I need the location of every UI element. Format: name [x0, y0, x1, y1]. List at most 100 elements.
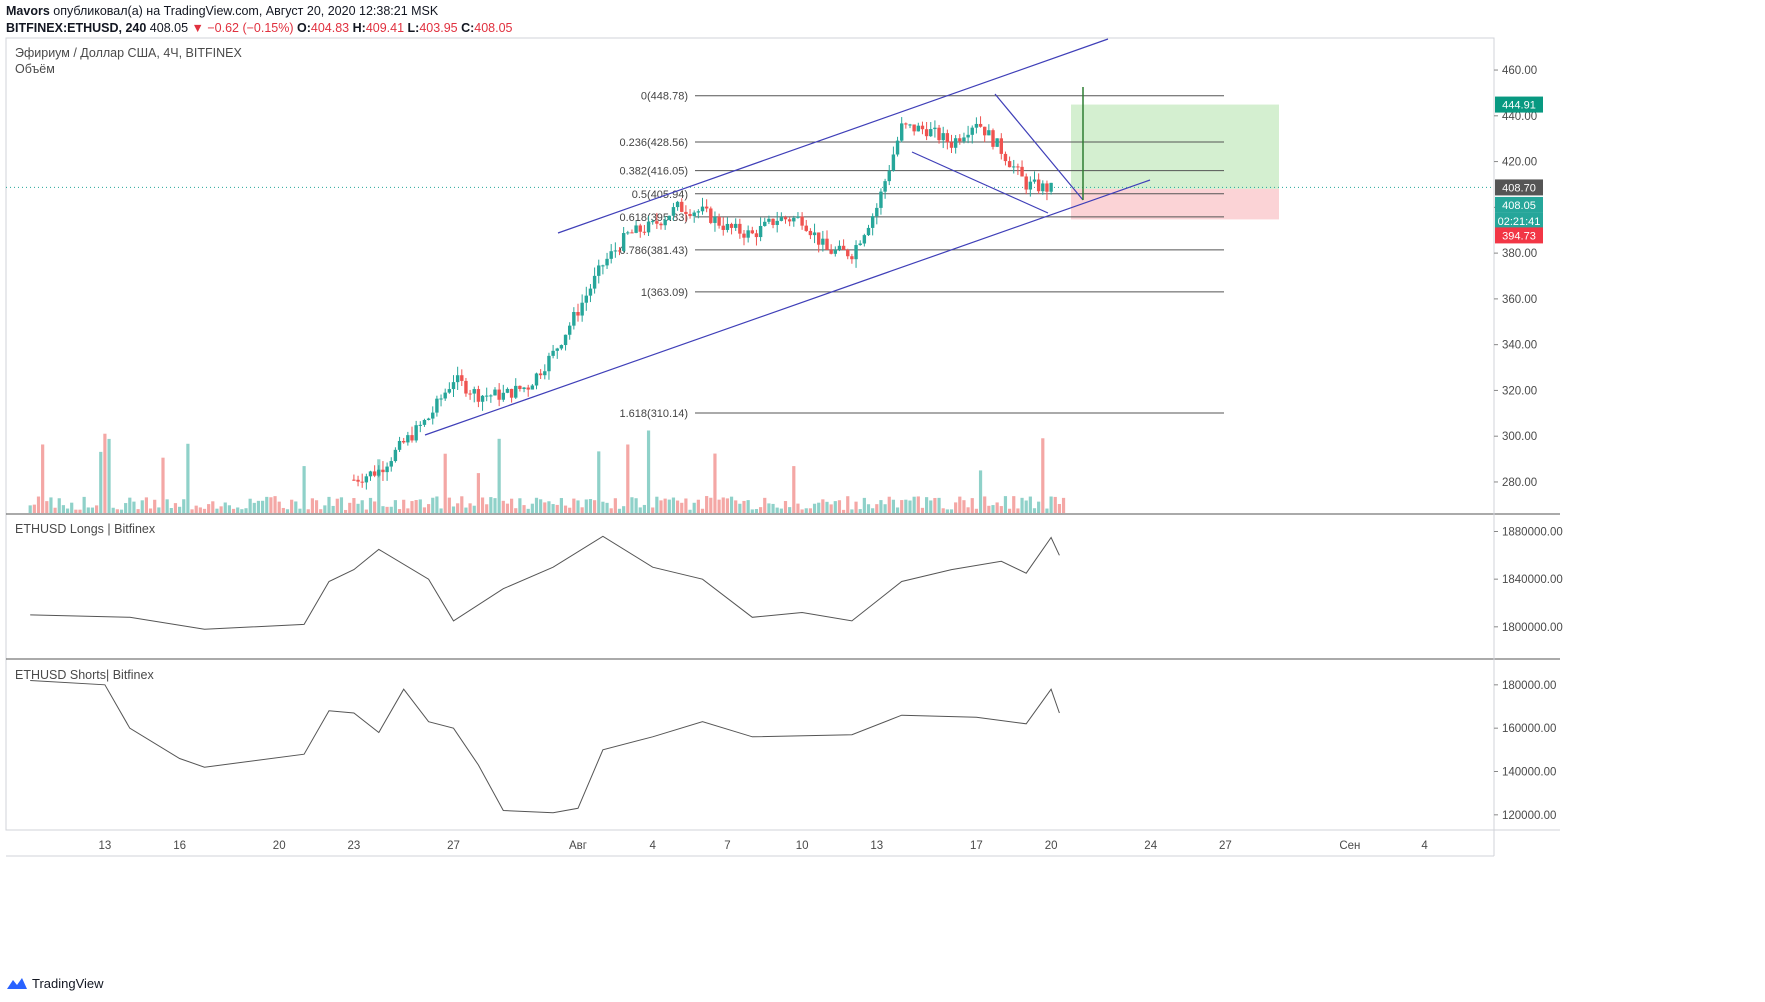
volume-bar: [1012, 496, 1016, 513]
volume-bar: [651, 507, 655, 513]
volume-bar: [638, 507, 642, 513]
fibonacci-levels: 0(448.78)0.236(428.56)0.382(416.05)0.5(4…: [620, 91, 1224, 420]
volume-bar: [759, 507, 763, 513]
volume-bar: [510, 498, 514, 513]
volume-bar: [261, 500, 265, 513]
longs-series-line: [30, 535, 1060, 630]
candle-body: [866, 227, 871, 236]
candle-body: [1020, 166, 1024, 177]
time-axis-label: 13: [870, 840, 883, 852]
candle-body: [480, 395, 485, 402]
fib-label: 0.382(416.05): [620, 166, 689, 178]
volume-bar: [422, 507, 427, 513]
candle-body: [862, 235, 867, 244]
volume-bar: [219, 506, 223, 513]
volume-bar: [290, 499, 294, 513]
candle-body: [953, 138, 958, 148]
volume-bar: [115, 509, 119, 513]
candle-body: [999, 138, 1003, 154]
volume-bar: [70, 502, 74, 513]
volume-bar: [327, 496, 331, 513]
volume-bar: [1045, 508, 1049, 513]
volume-bar: [1008, 508, 1012, 513]
candle-body: [912, 124, 916, 132]
author-name[interactable]: Mavors: [6, 4, 50, 18]
volume-bar: [368, 497, 373, 513]
candle-body: [634, 225, 638, 233]
volume-bar: [572, 498, 576, 513]
candle-body: [514, 385, 518, 398]
stop-price-tag: 394.73: [1502, 230, 1536, 242]
volume-bar: [613, 498, 617, 513]
candle-body: [821, 238, 825, 245]
candle-body: [1028, 181, 1033, 190]
volume-bar: [306, 509, 310, 513]
volume-bar: [763, 497, 767, 513]
volume-bar: [468, 503, 472, 513]
candle-body: [426, 418, 431, 420]
candle-body: [468, 393, 472, 395]
tradingview-brand[interactable]: TradingView: [6, 976, 104, 991]
x-axis-labels: 13 16 20 23 27 Авг 4 7 10 13 17 20 24 27 Сен 4: [99, 840, 1429, 852]
volume-bar: [539, 499, 543, 513]
candle-body: [505, 388, 510, 393]
stop-price-tag-bg: [1495, 227, 1543, 244]
candle-body: [646, 221, 651, 233]
volume-bar: [124, 503, 128, 513]
price-tags: 444.91 408.70 408.05 02:21:41 394.73: [1495, 96, 1543, 244]
volume-bar: [783, 501, 788, 513]
time-axis-label: 13: [99, 840, 112, 852]
volume-bar: [240, 509, 244, 513]
candle-body: [485, 395, 489, 397]
close-value: 408.05: [474, 21, 513, 35]
candle-body: [933, 127, 937, 130]
candle-body: [356, 479, 360, 482]
volume-bar: [800, 509, 804, 513]
candle-body: [402, 440, 406, 443]
last-price-tag: 408.70: [1502, 182, 1536, 194]
candle-body: [451, 382, 456, 390]
volume-bar: [534, 497, 539, 513]
price-axis-tick-label: 340.00: [1502, 340, 1537, 352]
volume-bar: [389, 506, 393, 513]
volume-bar: [348, 502, 352, 513]
volume-bar: [842, 509, 846, 513]
volume-bar: [862, 497, 866, 513]
volume-bar: [833, 501, 837, 513]
volume-bar: [269, 497, 273, 513]
volume-bar: [543, 502, 547, 513]
fib-label: 1.618(310.14): [620, 408, 689, 420]
candle-body: [750, 230, 754, 234]
shorts-axis-tick-label: 180000.00: [1502, 680, 1556, 692]
longs-axis-tick-label: 1800000.00: [1502, 622, 1563, 634]
candle-body: [916, 125, 920, 132]
candle-body: [630, 232, 634, 234]
volume-bar: [663, 498, 667, 513]
candle-body: [920, 125, 925, 130]
volume-bar: [427, 504, 431, 513]
volume-bar: [796, 503, 800, 513]
volume-bar: [410, 501, 414, 513]
volume-bar: [227, 505, 231, 513]
candle-body: [974, 123, 979, 128]
candle-body: [684, 211, 688, 214]
candle-body: [559, 345, 564, 349]
volume-bar: [941, 508, 945, 513]
volume-bar: [144, 497, 148, 513]
candle-body: [675, 201, 680, 208]
volume-bar: [945, 509, 949, 513]
target-price-tag: 444.91: [1502, 100, 1536, 112]
volume-bar: [198, 507, 202, 513]
candle-body: [713, 216, 717, 223]
candle-body: [937, 127, 941, 141]
volume-bar: [111, 507, 115, 513]
open-value: 404.83: [310, 21, 350, 35]
candlesticks: [352, 116, 1053, 490]
volume-bar: [215, 508, 219, 513]
volume-bar: [526, 508, 530, 513]
candle-body: [987, 130, 991, 136]
candle-body: [908, 124, 912, 126]
candle-body: [472, 389, 476, 394]
channel-upper-line: [557, 38, 1109, 234]
